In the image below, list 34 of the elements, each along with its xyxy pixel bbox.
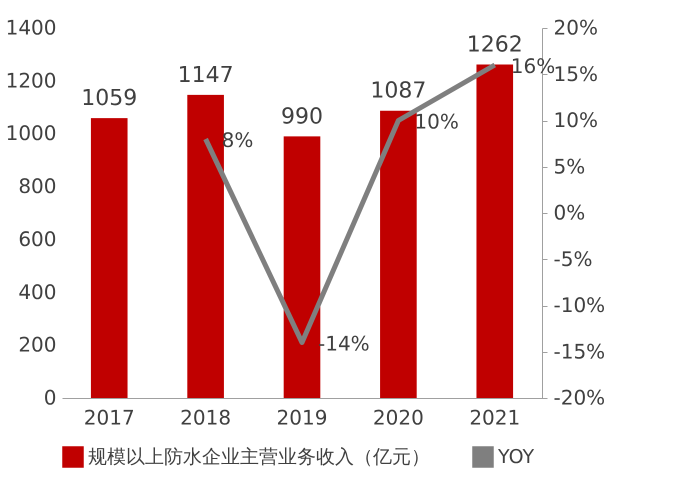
y2-tick-label: 15% bbox=[554, 62, 598, 86]
y-tick-label: 1400 bbox=[6, 16, 56, 40]
bar bbox=[187, 94, 224, 398]
y-tick-label: 1200 bbox=[6, 68, 56, 92]
y-tick-label: 0 bbox=[44, 386, 56, 410]
y-tick-label: 1000 bbox=[6, 121, 56, 146]
legend-label: 规模以上防水企业主营业务收入（亿元） bbox=[88, 446, 430, 468]
y-tick-label: 800 bbox=[18, 174, 56, 198]
data-label: 1087 bbox=[370, 78, 426, 104]
y2-tick-label: 20% bbox=[554, 16, 598, 40]
x-tick-label: 2018 bbox=[180, 406, 232, 430]
y2-tick-label: -5% bbox=[554, 246, 592, 271]
x-tick-label: 2017 bbox=[84, 406, 135, 430]
y2-tick-label: -15% bbox=[554, 339, 606, 364]
x-tick-label: 2020 bbox=[372, 406, 424, 430]
bar bbox=[284, 136, 320, 398]
y2-tick-label: 0% bbox=[554, 200, 586, 224]
bar bbox=[476, 64, 514, 398]
y2-tick-label: -10% bbox=[554, 293, 606, 317]
y-tick-label: 200 bbox=[18, 332, 56, 357]
data-label: 1059 bbox=[81, 86, 138, 112]
legend-label: YOY bbox=[497, 446, 534, 468]
y-tick-label: 600 bbox=[18, 226, 56, 251]
data-label: 1147 bbox=[178, 62, 234, 88]
y2-tick-label: 5% bbox=[554, 154, 586, 178]
bar bbox=[380, 110, 417, 398]
x-tick-label: 2021 bbox=[469, 406, 520, 430]
y-tick-label: 400 bbox=[18, 280, 56, 304]
data-label: 990 bbox=[281, 104, 323, 130]
y2-tick-label: -20% bbox=[554, 386, 606, 410]
bar bbox=[90, 118, 128, 398]
data-label: 10% bbox=[414, 110, 459, 134]
y2-tick-label: 10% bbox=[554, 108, 598, 132]
x-tick-label: 2019 bbox=[276, 406, 328, 430]
